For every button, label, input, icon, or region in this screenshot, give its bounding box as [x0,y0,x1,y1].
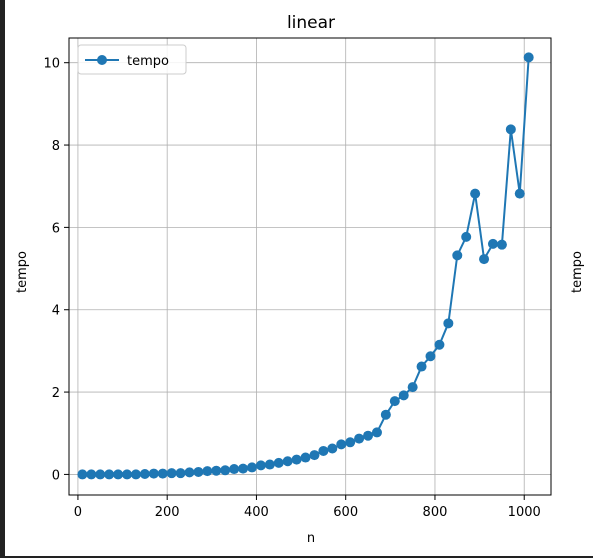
data-point [371,427,382,438]
legend-marker-sample [97,55,107,65]
y-axis-label: tempo [15,251,30,293]
grid [69,38,551,495]
data-point [336,439,347,450]
data-point [148,468,159,479]
data-point [318,445,329,456]
data-point [202,466,213,477]
data-point [246,462,257,473]
data-point [470,188,481,199]
x-tick-label: 600 [333,505,358,520]
data-point [461,231,472,242]
data-point [380,409,391,420]
data-point [273,457,284,468]
data-point [264,459,275,470]
data-point [425,351,436,362]
data-point [291,454,302,465]
data-point [220,465,231,476]
data-point [95,469,106,480]
data-point [452,250,463,261]
data-point [416,361,427,372]
x-axis-label: n [307,531,315,546]
figure-frame: 0 200 400 600 800 1000 0 2 4 6 8 10 linear n tempo … [5,0,593,556]
data-point [389,396,400,407]
data-point [282,456,293,467]
data-point [523,52,534,63]
data-point [327,443,338,454]
data-point [139,469,150,480]
data-point [443,318,454,329]
y-tick-label: 8 [52,139,60,154]
data-point [113,469,124,480]
data-point [157,468,168,479]
data-point [309,450,320,461]
data-point [434,339,445,350]
data-point [86,469,97,480]
y-tick-label: 10 [43,57,60,72]
legend: tempo [77,44,187,75]
x-tick-label: 800 [423,505,448,520]
y-tick-label: 2 [52,386,60,401]
data-point [354,433,365,444]
y-tick-label: 6 [52,221,60,236]
x-tick-label: 0 [74,505,82,520]
legend-label: tempo [127,54,169,69]
data-point [255,460,266,471]
y-tick-label: 0 [52,468,60,483]
data-point [77,469,88,480]
data-point [211,465,222,476]
data-point [193,466,204,477]
x-tick-label: 1000 [508,505,541,520]
data-point [398,390,409,401]
data-point [505,124,516,135]
plot-area [77,52,534,480]
axes-frame [68,37,552,496]
data-point [229,464,240,475]
ticks: 0 200 400 600 800 1000 0 2 4 6 8 10 [43,57,540,520]
legend-box [77,44,187,75]
data-point [300,452,311,463]
data-point [363,430,374,441]
data-point [496,239,507,250]
data-point [487,238,498,249]
data-point [122,469,133,480]
data-point [166,468,177,479]
x-tick-label: 200 [155,505,180,520]
data-point [175,468,186,479]
data-point [345,437,356,448]
right-axis-label: tempo [570,251,585,293]
data-point [184,467,195,478]
data-point [104,469,115,480]
data-point [238,463,249,474]
y-tick-label: 4 [52,304,60,319]
data-point [479,254,490,265]
data-point [130,469,141,480]
chart-title: linear [287,13,335,33]
data-point [514,188,525,199]
x-tick-label: 400 [244,505,269,520]
series-line [82,57,530,476]
data-point [407,382,418,393]
